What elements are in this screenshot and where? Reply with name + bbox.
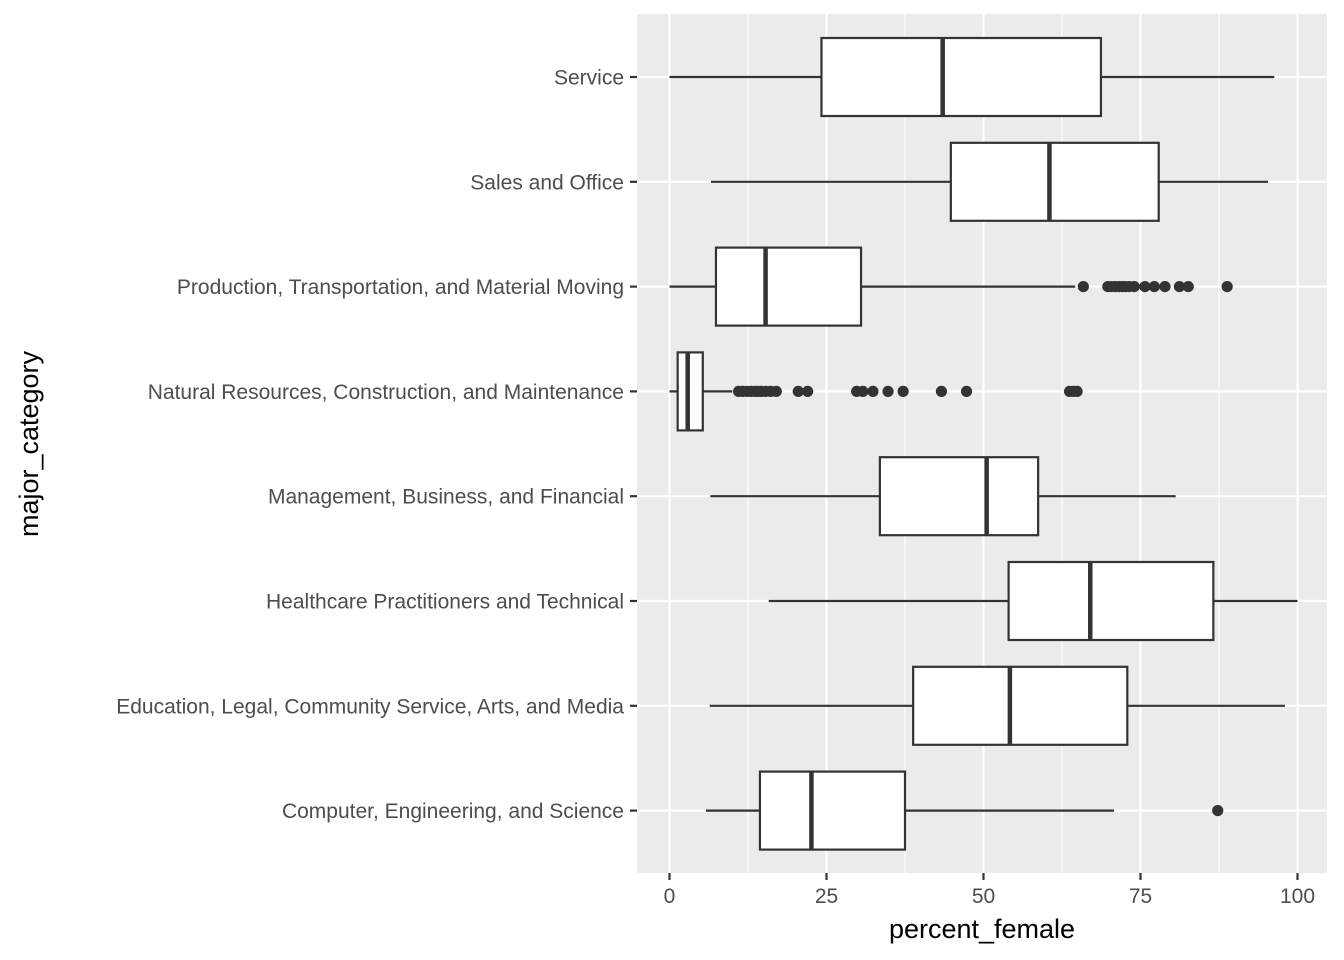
box-group <box>669 246 1233 327</box>
box-group <box>710 141 1268 222</box>
y-tick-label: Natural Resources, Construction, and Mai… <box>148 381 624 404</box>
outlier-point <box>1071 385 1083 397</box>
y-tick-label: Service <box>554 67 624 90</box>
box-group <box>710 456 1176 537</box>
y-axis: Service Sales and Office Production, Trans… <box>116 67 637 823</box>
box-group <box>669 351 1083 432</box>
box-iqr <box>714 246 863 327</box>
box-iqr <box>878 456 1040 537</box>
outlier-point <box>867 385 879 397</box>
outlier-point <box>802 385 814 397</box>
outlier-point <box>1159 281 1171 293</box>
y-tick-label: Education, Legal, Community Service, Art… <box>116 695 624 718</box>
y-tick-label: Sales and Office <box>470 171 624 194</box>
x-tick-label: 100 <box>1280 885 1315 908</box>
box-iqr <box>912 665 1129 746</box>
box-group <box>705 770 1224 851</box>
box-iqr <box>820 36 1103 118</box>
outlier-point <box>1139 281 1151 293</box>
y-tick-label: Management, Business, and Financial <box>268 486 624 509</box>
x-tick-label: 75 <box>1129 885 1152 908</box>
box-iqr <box>1007 560 1215 642</box>
x-axis: 0 25 50 75 100 <box>664 873 1315 908</box>
y-axis-title: major_category <box>14 350 44 537</box>
outlier-point <box>792 385 804 397</box>
x-tick-label: 25 <box>815 885 838 908</box>
outlier-point <box>897 385 909 397</box>
box-iqr <box>758 770 907 851</box>
outlier-point <box>935 385 948 397</box>
outlier-point <box>770 385 782 397</box>
box-iqr <box>676 351 704 432</box>
outlier-point <box>1148 281 1160 293</box>
x-tick-label: 50 <box>972 885 995 908</box>
x-axis-title: percent_female <box>889 914 1075 944</box>
outlier-point <box>1182 281 1194 293</box>
outlier-point <box>1128 281 1140 293</box>
outlier-point <box>1221 281 1233 293</box>
box-group <box>669 36 1275 118</box>
box-group <box>768 560 1298 642</box>
y-tick-label: Computer, Engineering, and Science <box>282 800 624 823</box>
box-group <box>709 665 1285 746</box>
outlier-point <box>882 385 894 397</box>
outlier-point <box>857 385 869 397</box>
y-tick-label: Production, Transportation, and Material… <box>177 276 624 299</box>
x-tick-label: 0 <box>664 885 676 908</box>
outlier-point <box>1173 281 1186 293</box>
outlier-point <box>1077 281 1089 293</box>
outlier-point <box>960 385 973 397</box>
outlier-point <box>1212 805 1224 817</box>
box-iqr <box>949 141 1160 222</box>
boxes <box>669 36 1298 851</box>
y-tick-label: Healthcare Practitioners and Technical <box>266 591 624 614</box>
